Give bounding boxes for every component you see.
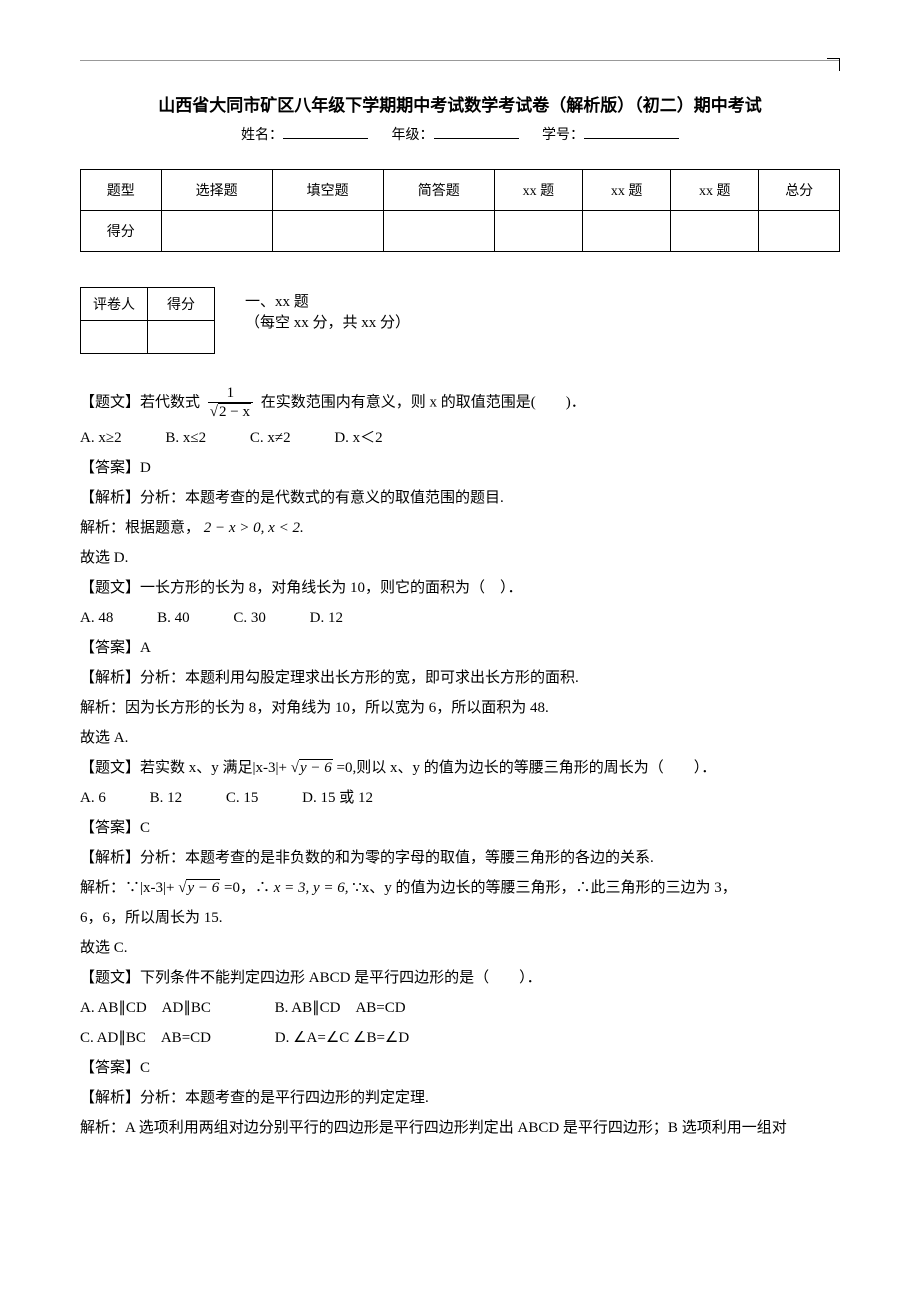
empty-cell	[81, 321, 148, 354]
q4-options-row1: A. AB∥CD AD∥BC B. AB∥CD AB=CD	[80, 993, 840, 1023]
empty-cell	[383, 211, 494, 252]
section-title-block: 一、xx 题 （每空 xx 分，共 xx 分）	[245, 287, 410, 332]
empty-cell	[671, 211, 759, 252]
q3-analysis-pre: 解析：∵|x-3|+	[80, 880, 174, 896]
q3-options: A. 6 B. 12 C. 15 D. 15 或 12	[80, 783, 840, 813]
doc-title: 山西省大同市矿区八年级下学期期中考试数学考试卷（解析版）（初二）期中考试	[80, 91, 840, 116]
q1-optD: D. x＜2	[334, 423, 382, 453]
empty-cell	[582, 211, 670, 252]
q1-conclusion: 故选 D.	[80, 543, 840, 573]
name-label: 姓名：	[241, 128, 283, 143]
q3-optD: D. 15 或 12	[302, 783, 373, 813]
empty-cell	[494, 211, 582, 252]
q3-stem-pre: 【题文】若实数 x、y 满足|x-3|+	[80, 760, 287, 776]
table-row: 题型 选择题 填空题 简答题 xx 题 xx 题 xx 题 总分	[81, 170, 840, 211]
section-row: 评卷人 得分 一、xx 题 （每空 xx 分，共 xx 分）	[80, 287, 840, 354]
q4-answer: 【答案】C	[80, 1053, 840, 1083]
id-blank	[584, 138, 679, 139]
section-title: 一、xx 题	[245, 290, 410, 311]
q2-optD: D. 12	[310, 603, 343, 633]
q2-optA: A. 48	[80, 603, 113, 633]
header-cell: xx 题	[671, 170, 759, 211]
q3-analysis-label: 【解析】分析：本题考查的是非负数的和为零的字母的取值，等腰三角形的各边的关系.	[80, 843, 840, 873]
q3-stem: 【题文】若实数 x、y 满足|x-3|+ √y − 6 =0,则以 x、y 的值…	[80, 753, 840, 783]
header-cell: xx 题	[582, 170, 670, 211]
q3-optB: B. 12	[150, 783, 183, 813]
q4-optA: A. AB∥CD AD∥BC	[80, 993, 211, 1023]
grade-label: 年级：	[392, 128, 434, 143]
name-blank	[283, 138, 368, 139]
empty-cell	[759, 211, 840, 252]
q1-stem-post: 在实数范围内有意义，则 x 的取值范围是( )．	[261, 395, 586, 411]
q3-analysis-post2: ∵x、y 的值为边长的等腰三角形，∴此三角形的三边为 3，	[352, 880, 737, 896]
q1-analysis-pre: 解析：根据题意，	[80, 520, 200, 536]
q3-analysis-line2: 6，6，所以周长为 15.	[80, 903, 840, 933]
grader-col1: 评卷人	[81, 288, 148, 321]
q4-optB: B. AB∥CD AB=CD	[275, 1000, 406, 1016]
grader-table: 评卷人 得分	[80, 287, 215, 354]
q1-stem-pre: 【题文】若代数式	[80, 395, 200, 411]
q1-optC: C. x≠2	[250, 423, 291, 453]
q2-answer: 【答案】A	[80, 633, 840, 663]
content-body: 【题文】若代数式 1 √2 − x 在实数范围内有意义，则 x 的取值范围是( …	[80, 384, 840, 1143]
q2-stem: 【题文】一长方形的长为 8，对角线长为 10，则它的面积为（ ）．	[80, 573, 840, 603]
q3-analysis-post1: =0，∴	[224, 880, 270, 896]
q2-options: A. 48 B. 40 C. 30 D. 12	[80, 603, 840, 633]
q4-analysis-body: 解析：A 选项利用两组对边分别平行的四边形是平行四边形判定出 ABCD 是平行四…	[80, 1113, 840, 1143]
q1-frac-den: √2 − x	[208, 403, 253, 423]
q2-analysis-label: 【解析】分析：本题利用勾股定理求出长方形的宽，即可求出长方形的面积.	[80, 663, 840, 693]
q1-optB: B. x≤2	[165, 423, 206, 453]
table-row: 得分	[81, 211, 840, 252]
section-subtitle: （每空 xx 分，共 xx 分）	[245, 311, 410, 332]
q4-options-row2: C. AD∥BC AB=CD D. ∠A=∠C ∠B=∠D	[80, 1023, 840, 1053]
table-row: 评卷人 得分	[81, 288, 215, 321]
empty-cell	[272, 211, 383, 252]
q3-answer: 【答案】C	[80, 813, 840, 843]
student-info-line: 姓名： 年级： 学号：	[80, 124, 840, 144]
q2-optB: B. 40	[157, 603, 190, 633]
grader-col2: 得分	[148, 288, 215, 321]
q2-analysis-body: 解析：因为长方形的长为 8，对角线为 10，所以宽为 6，所以面积为 48.	[80, 693, 840, 723]
header-cell: 题型	[81, 170, 162, 211]
q3-stem-post: =0,则以 x、y 的值为边长的等腰三角形的周长为（ ）．	[336, 760, 716, 776]
corner-mark	[827, 58, 840, 71]
q1-analysis-math: 2 − x > 0, x < 2.	[204, 520, 304, 536]
top-border	[80, 60, 840, 61]
q4-optD: D. ∠A=∠C ∠B=∠D	[275, 1030, 409, 1046]
q1-frac-num: 1	[208, 384, 253, 403]
q3-conclusion: 故选 C.	[80, 933, 840, 963]
q3-sqrt2: √y − 6	[178, 873, 220, 903]
q3-optA: A. 6	[80, 783, 106, 813]
empty-cell	[148, 321, 215, 354]
row-label-cell: 得分	[81, 211, 162, 252]
q1-fraction: 1 √2 − x	[208, 384, 253, 423]
header-cell: 总分	[759, 170, 840, 211]
header-cell: 选择题	[161, 170, 272, 211]
q2-conclusion: 故选 A.	[80, 723, 840, 753]
q1-optA: A. x≥2	[80, 423, 122, 453]
q4-stem: 【题文】下列条件不能判定四边形 ABCD 是平行四边形的是（ ）．	[80, 963, 840, 993]
id-label: 学号：	[542, 128, 584, 143]
q1-stem: 【题文】若代数式 1 √2 − x 在实数范围内有意义，则 x 的取值范围是( …	[80, 384, 840, 423]
header-cell: 简答题	[383, 170, 494, 211]
empty-cell	[161, 211, 272, 252]
table-row	[81, 321, 215, 354]
q4-analysis-label: 【解析】分析：本题考查的是平行四边形的判定定理.	[80, 1083, 840, 1113]
q1-options: A. x≥2 B. x≤2 C. x≠2 D. x＜2	[80, 423, 840, 453]
score-table: 题型 选择题 填空题 简答题 xx 题 xx 题 xx 题 总分 得分	[80, 169, 840, 252]
header-cell: xx 题	[494, 170, 582, 211]
q3-optC: C. 15	[226, 783, 259, 813]
q1-analysis-line: 解析：根据题意， 2 − x > 0, x < 2.	[80, 513, 840, 543]
q2-optC: C. 30	[233, 603, 266, 633]
q3-sqrt: √y − 6	[291, 753, 333, 783]
q1-analysis-label: 【解析】分析：本题考查的是代数式的有意义的取值范围的题目.	[80, 483, 840, 513]
q4-optC: C. AD∥BC AB=CD	[80, 1023, 211, 1053]
header-cell: 填空题	[272, 170, 383, 211]
q3-analysis-math: x = 3, y = 6,	[274, 880, 349, 896]
q3-analysis-line: 解析：∵|x-3|+ √y − 6 =0，∴ x = 3, y = 6, ∵x、…	[80, 873, 840, 903]
q1-answer: 【答案】D	[80, 453, 840, 483]
grade-blank	[434, 138, 519, 139]
